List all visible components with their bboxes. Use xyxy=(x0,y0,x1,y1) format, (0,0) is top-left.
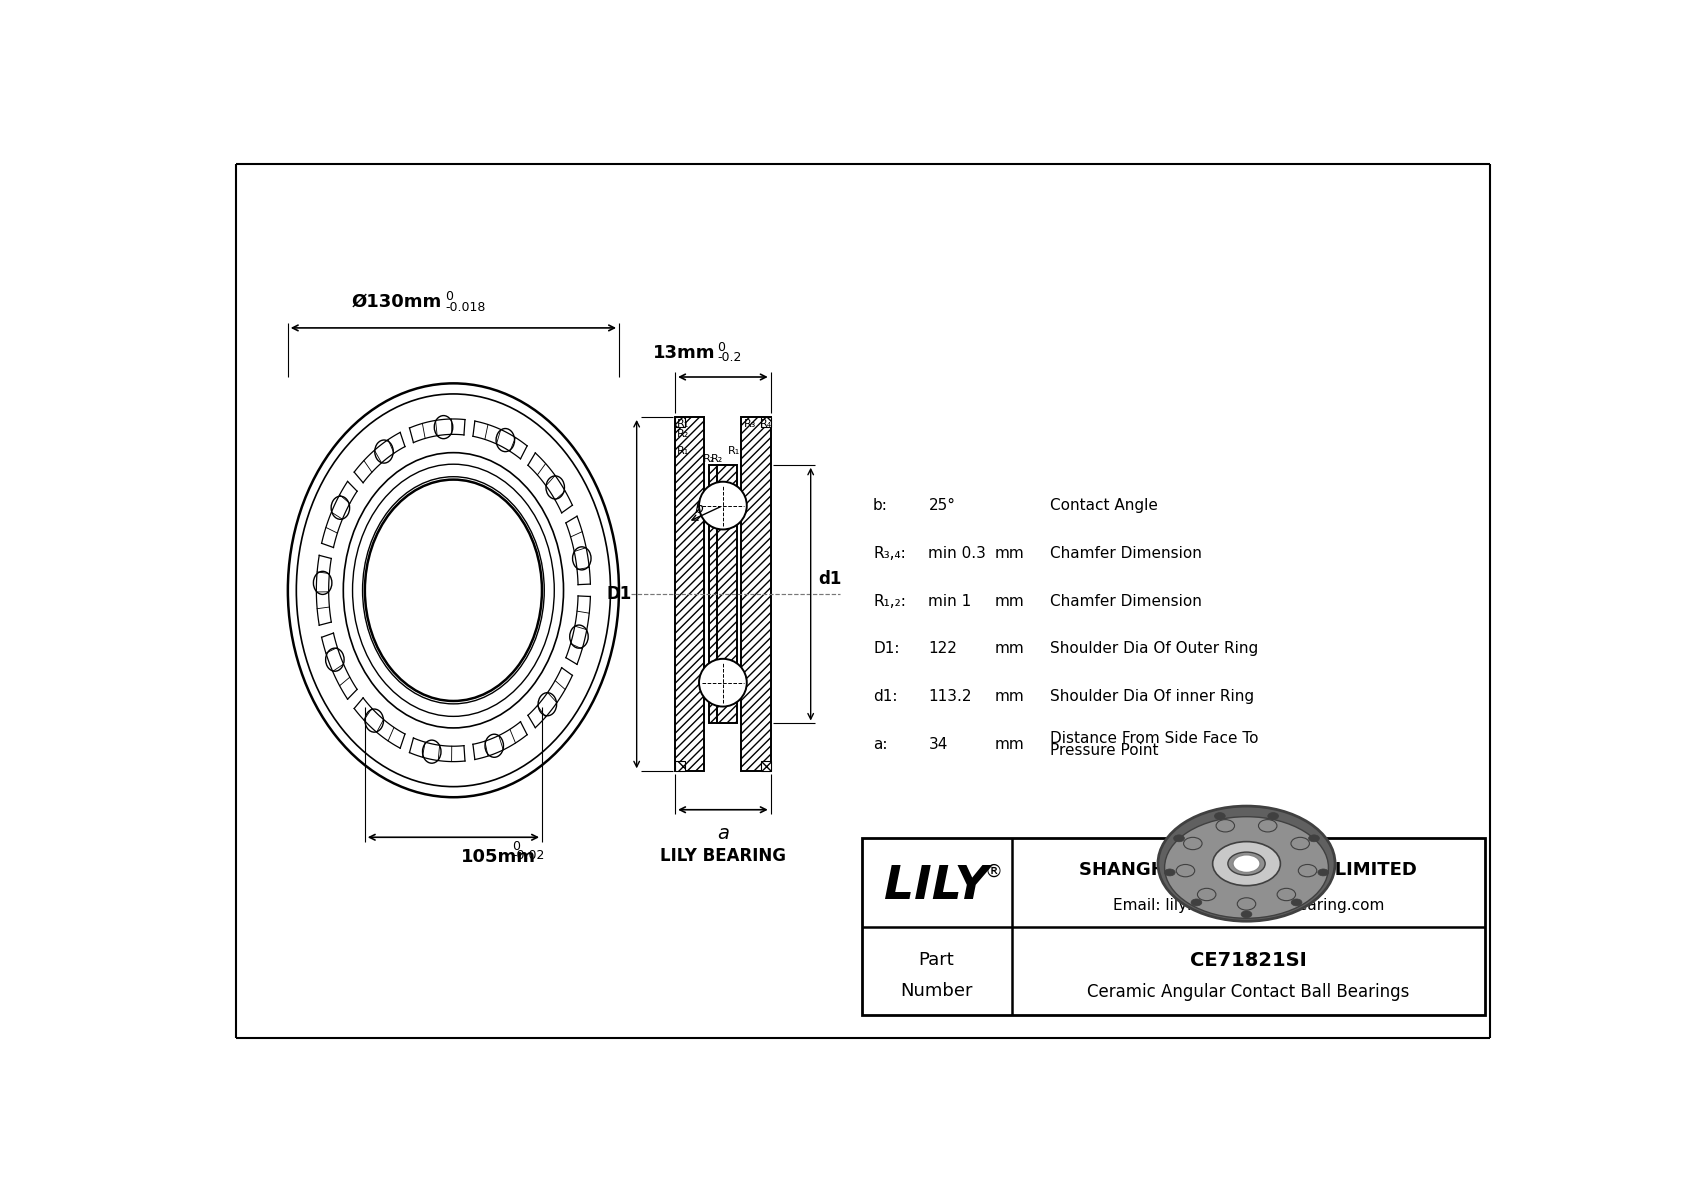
Text: b:: b: xyxy=(872,498,887,513)
Text: 113.2: 113.2 xyxy=(928,690,972,704)
Ellipse shape xyxy=(1175,865,1194,877)
Text: Chamfer Dimension: Chamfer Dimension xyxy=(1051,593,1202,609)
Text: R₄: R₄ xyxy=(759,419,773,429)
Text: 0: 0 xyxy=(717,341,726,354)
Ellipse shape xyxy=(1233,855,1260,873)
Ellipse shape xyxy=(1159,806,1335,921)
Text: 105mm: 105mm xyxy=(461,848,536,866)
Ellipse shape xyxy=(1258,819,1276,833)
Ellipse shape xyxy=(1214,812,1226,819)
Text: d1:: d1: xyxy=(872,690,898,704)
Bar xyxy=(741,417,771,772)
Ellipse shape xyxy=(1319,869,1329,875)
Ellipse shape xyxy=(1184,837,1202,849)
Text: R₂: R₂ xyxy=(702,454,716,463)
Circle shape xyxy=(699,659,746,706)
Text: R₃,₄:: R₃,₄: xyxy=(872,545,906,561)
Text: Pressure Point: Pressure Point xyxy=(1051,743,1159,757)
Text: Distance From Side Face To: Distance From Side Face To xyxy=(1051,730,1258,746)
Ellipse shape xyxy=(1292,837,1310,849)
Text: Ø130mm: Ø130mm xyxy=(352,293,441,311)
Bar xyxy=(761,417,771,428)
Circle shape xyxy=(699,481,746,530)
Text: Number: Number xyxy=(899,981,972,999)
Text: LILY BEARING: LILY BEARING xyxy=(660,847,786,865)
Ellipse shape xyxy=(1241,911,1251,918)
Ellipse shape xyxy=(1292,899,1302,906)
Text: Shoulder Dia Of inner Ring: Shoulder Dia Of inner Ring xyxy=(1051,690,1255,704)
Text: 13mm: 13mm xyxy=(653,343,716,362)
Text: 0: 0 xyxy=(512,841,520,853)
Text: mm: mm xyxy=(995,737,1024,752)
Text: R₁,₂:: R₁,₂: xyxy=(872,593,906,609)
Bar xyxy=(675,417,685,428)
Ellipse shape xyxy=(1268,812,1278,819)
Ellipse shape xyxy=(1308,835,1319,842)
Ellipse shape xyxy=(1164,869,1175,875)
Text: CE71821SI: CE71821SI xyxy=(1191,950,1307,969)
Text: SHANGHAI LILY BEARING LIMITED: SHANGHAI LILY BEARING LIMITED xyxy=(1079,861,1418,879)
Text: Chamfer Dimension: Chamfer Dimension xyxy=(1051,545,1202,561)
Text: mm: mm xyxy=(995,641,1024,656)
Text: Shoulder Dia Of Outer Ring: Shoulder Dia Of Outer Ring xyxy=(1051,641,1258,656)
Ellipse shape xyxy=(1212,842,1280,886)
Text: R₁: R₁ xyxy=(729,447,741,456)
Text: a: a xyxy=(717,824,729,842)
Ellipse shape xyxy=(1191,899,1202,906)
Ellipse shape xyxy=(1276,888,1295,900)
Text: a:: a: xyxy=(872,737,887,752)
Bar xyxy=(675,417,704,772)
Text: R₁: R₁ xyxy=(677,419,689,429)
Text: -0.02: -0.02 xyxy=(512,849,544,862)
Bar xyxy=(709,464,729,723)
Text: min 1: min 1 xyxy=(928,593,972,609)
Text: Contact Angle: Contact Angle xyxy=(1051,498,1159,513)
Text: mm: mm xyxy=(995,545,1024,561)
Text: Email: lilybearing@lily-bearing.com: Email: lilybearing@lily-bearing.com xyxy=(1113,898,1384,913)
Text: Ceramic Angular Contact Ball Bearings: Ceramic Angular Contact Ball Bearings xyxy=(1088,984,1410,1002)
Text: 34: 34 xyxy=(928,737,948,752)
Ellipse shape xyxy=(1298,865,1317,877)
Text: LILY: LILY xyxy=(884,863,989,909)
Text: ®: ® xyxy=(985,863,1002,881)
Text: D1:: D1: xyxy=(872,641,899,656)
Bar xyxy=(761,761,771,772)
Ellipse shape xyxy=(1216,819,1234,833)
Text: d1: d1 xyxy=(818,570,842,588)
Text: 25°: 25° xyxy=(928,498,955,513)
Text: R₃: R₃ xyxy=(744,419,756,429)
Text: 0: 0 xyxy=(445,291,453,304)
Text: R₁: R₁ xyxy=(677,447,689,456)
Text: mm: mm xyxy=(995,593,1024,609)
Bar xyxy=(675,761,685,772)
Ellipse shape xyxy=(1197,888,1216,900)
Ellipse shape xyxy=(1238,898,1256,910)
Text: 122: 122 xyxy=(928,641,958,656)
Text: Part: Part xyxy=(918,952,955,969)
Text: R₂: R₂ xyxy=(677,429,689,439)
Ellipse shape xyxy=(1165,817,1329,918)
Text: D1: D1 xyxy=(606,585,632,603)
Text: -0.2: -0.2 xyxy=(717,351,743,364)
Text: b: b xyxy=(694,501,704,516)
Bar xyxy=(717,464,738,723)
Ellipse shape xyxy=(1228,852,1265,875)
Text: mm: mm xyxy=(995,690,1024,704)
Ellipse shape xyxy=(1174,835,1184,842)
Bar xyxy=(862,838,1485,1016)
Text: min 0.3: min 0.3 xyxy=(928,545,987,561)
Text: -0.018: -0.018 xyxy=(445,301,485,314)
Text: R₂: R₂ xyxy=(711,454,722,463)
